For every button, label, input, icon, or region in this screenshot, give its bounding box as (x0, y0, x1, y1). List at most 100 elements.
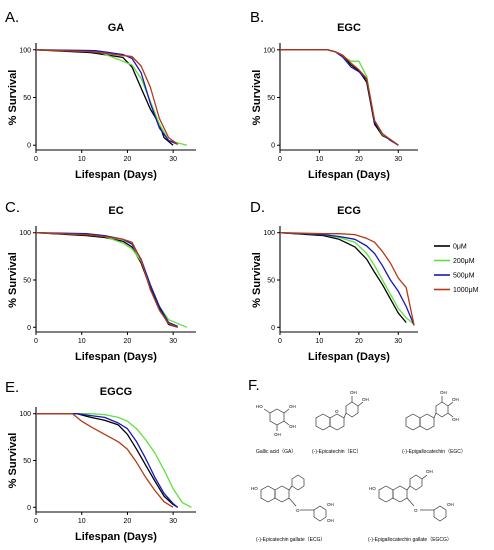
chart-title: EGCG (100, 386, 132, 398)
series-line-1000m (36, 413, 174, 508)
atom-oh-1: OH (289, 404, 296, 409)
atom-oh-5: OH (362, 397, 369, 402)
y-tick-label: 100 (19, 411, 31, 418)
series-line-500m (279, 232, 415, 326)
y-tick-label: 100 (263, 47, 275, 54)
panel-letter: A. (5, 9, 19, 26)
atom-o-1: O (335, 409, 339, 414)
legend-label: 0μM (453, 244, 467, 251)
series-line-200m (279, 232, 415, 325)
series-line-0m (279, 232, 407, 323)
y-tick-label: 50 (23, 458, 31, 465)
series-line-500m (36, 413, 179, 508)
atom-oh-8: OH (452, 417, 459, 422)
x-axis-label: Lifespan (Days) (308, 351, 390, 363)
legend-label: 500μM (453, 273, 475, 280)
atom-oh-10: OH (327, 518, 334, 523)
atom-o-2: O (296, 508, 300, 513)
series-line-1000m (280, 49, 399, 146)
y-tick-label: 50 (267, 95, 275, 102)
y-tick-label: 50 (23, 278, 31, 285)
atom-oh-9: OH (327, 502, 334, 507)
series-line-500m (35, 49, 178, 145)
x-tick-label: 30 (169, 338, 177, 345)
atom-ho-3: HO (369, 486, 376, 491)
chart-panel-4: D. ECG 0 10 20 30 0 50 100 Lifespan (Days) % Survi… (250, 199, 418, 363)
series-line-1000m (35, 232, 178, 328)
panel-letter: D. (250, 199, 265, 216)
legend-item-500m: 500μM (434, 273, 475, 280)
atom-oh-4: OH (350, 390, 357, 395)
atom-oh-2: OH (289, 424, 296, 429)
atom-oh-11: OH (426, 469, 433, 474)
structure-epicatechin (315, 396, 364, 431)
y-tick-label: 0 (27, 505, 31, 512)
x-tick-label: 10 (78, 518, 86, 525)
x-tick-label: 0 (278, 338, 282, 345)
legend-item-1000m: 1000μM (434, 287, 479, 294)
y-tick-label: 0 (27, 325, 31, 332)
atom-ho-1: HO (256, 404, 263, 409)
y-tick-label: 50 (23, 95, 31, 102)
legend-item-0m: 0μM (434, 244, 467, 251)
series-line-1000m (279, 232, 415, 326)
y-tick-label: 100 (263, 230, 275, 237)
x-axis-label: Lifespan (Days) (75, 351, 157, 363)
compound-label-egc: (-)-Epigallocatechin（EGC） (402, 449, 466, 455)
legend-label: 200μM (453, 258, 475, 265)
compound-label-ecg: (-)-Epicatechin gallate（ECG） (256, 537, 325, 543)
series-line-200m (36, 413, 192, 508)
chart-title: EGC (337, 22, 361, 34)
x-tick-label: 20 (124, 338, 132, 345)
x-tick-label: 10 (316, 338, 324, 345)
chart-panel-2: B. EGC 0 10 20 30 0 50 100 Lifespan (Days) % Survi… (250, 9, 418, 181)
y-axis-label: % Survival (251, 252, 263, 308)
series-line-0m (35, 49, 174, 146)
structure-gallic-acid (263, 408, 290, 431)
y-axis-label: % Survival (7, 70, 19, 126)
panel-letter: E. (5, 379, 19, 396)
y-tick-label: 0 (271, 325, 275, 332)
x-axis-label: Lifespan (Days) (75, 531, 157, 543)
y-axis-label: % Survival (251, 70, 263, 126)
structure-egcg (378, 474, 447, 522)
x-axis-label: Lifespan (Days) (308, 169, 390, 181)
y-axis-label: % Survival (7, 252, 19, 308)
y-tick-label: 100 (19, 230, 31, 237)
x-tick-label: 30 (394, 156, 402, 163)
x-tick-label: 20 (355, 156, 363, 163)
chart-title: GA (108, 22, 125, 34)
compound-label-ec: (-)-Epicatechin（EC） (312, 449, 361, 455)
y-tick-label: 0 (27, 143, 31, 150)
series-line-500m (35, 232, 178, 327)
chart-panel-1: A. GA 0 10 20 30 0 50 100 Lifespan (Days) % Surviv… (5, 9, 196, 181)
y-tick-label: 50 (267, 278, 275, 285)
atom-o-3: O (414, 508, 418, 513)
x-tick-label: 20 (124, 156, 132, 163)
x-tick-label: 0 (34, 156, 38, 163)
chart-panel-5: E. EGCG 0 10 20 30 0 50 100 Lifespan (Days) % Surv… (5, 379, 196, 543)
panel-f-structures: F. OH OH OH HO Gallic acid（GA） OH OH O (… (248, 377, 466, 543)
atom-oh-7: OH (452, 397, 459, 402)
atom-ho-2: HO (251, 486, 258, 491)
x-tick-label: 20 (124, 518, 132, 525)
x-tick-label: 20 (355, 338, 363, 345)
x-tick-label: 0 (34, 338, 38, 345)
atom-oh-6: OH (440, 390, 447, 395)
x-tick-label: 30 (169, 156, 177, 163)
y-tick-label: 0 (271, 143, 275, 150)
x-tick-label: 10 (78, 156, 86, 163)
series-line-200m (35, 49, 188, 146)
x-tick-label: 30 (169, 518, 177, 525)
y-axis-label: % Survival (7, 433, 19, 489)
series-line-0m (36, 413, 179, 508)
structure-ecg (260, 474, 327, 522)
legend-label: 1000μM (453, 287, 479, 294)
x-axis-label: Lifespan (Days) (75, 169, 157, 181)
compound-label-egcg: (-)-Epigallocatechin gallate（EGCG） (368, 537, 452, 543)
chart-panel-3: C. EC 0 10 20 30 0 50 100 Lifespan (Days) % Surviv… (5, 199, 196, 363)
atom-oh-3: OH (274, 432, 281, 437)
chart-title: EC (108, 205, 123, 217)
